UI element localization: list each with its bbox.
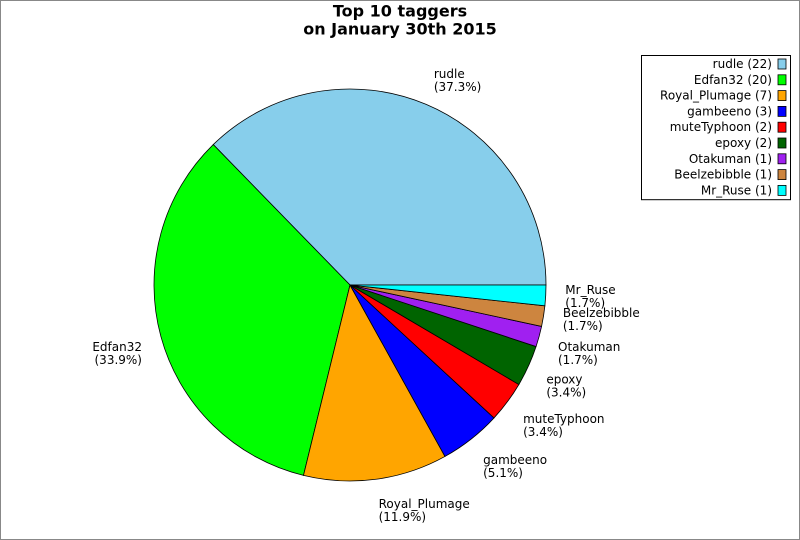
legend-swatch bbox=[777, 121, 787, 133]
legend-box bbox=[641, 55, 791, 201]
legend-swatch bbox=[777, 90, 787, 101]
slice-label: gambeeno bbox=[483, 453, 547, 467]
legend-entry: rudle (22) bbox=[713, 57, 772, 71]
legend-name: rudle bbox=[713, 57, 744, 71]
slice-label: Otakuman bbox=[558, 340, 620, 354]
pie-slice bbox=[153, 144, 351, 476]
legend-value: (7) bbox=[755, 88, 772, 102]
legend-entry: epoxy (2) bbox=[715, 136, 772, 150]
legend-value: (1) bbox=[755, 167, 772, 181]
legend-value: (3) bbox=[755, 104, 772, 118]
slice-percent: (5.1%) bbox=[483, 466, 523, 480]
legend-entry: Edfan32 (20) bbox=[694, 72, 772, 86]
legend-name: Mr_Ruse bbox=[701, 183, 751, 197]
legend-value: (1) bbox=[755, 183, 772, 197]
legend-value: (22) bbox=[747, 57, 772, 71]
chart-title: on January 30th 2015 bbox=[303, 20, 497, 39]
legend-value: (2) bbox=[755, 120, 772, 134]
slice-percent: (33.9%) bbox=[95, 353, 142, 367]
legend-name: Beelzebibble bbox=[674, 167, 751, 181]
slice-percent: (1.7%) bbox=[565, 296, 605, 310]
slice-label: Royal_Plumage bbox=[379, 497, 470, 511]
legend-name: Otakuman bbox=[689, 151, 751, 165]
slice-percent: (3.4%) bbox=[523, 425, 563, 439]
slice-label: Edfan32 bbox=[92, 340, 142, 354]
pie-slice bbox=[303, 283, 446, 482]
legend-value: (2) bbox=[755, 136, 772, 150]
legend-entry: Mr_Ruse (1) bbox=[701, 183, 772, 197]
pie-slice bbox=[349, 284, 547, 307]
legend-entry: Beelzebibble (1) bbox=[674, 167, 772, 181]
legend-name: Royal_Plumage bbox=[660, 88, 751, 102]
pie-slice bbox=[212, 88, 547, 286]
legend-name: muteTyphoon bbox=[670, 120, 751, 134]
legend-swatch bbox=[777, 106, 787, 117]
slice-percent: (37.3%) bbox=[434, 80, 481, 94]
legend-swatch bbox=[777, 74, 787, 86]
legend-swatch bbox=[777, 169, 787, 181]
legend-swatch bbox=[777, 137, 787, 149]
slice-label: Mr_Ruse bbox=[565, 283, 615, 297]
slice-label: rudle bbox=[434, 67, 465, 81]
legend-swatch bbox=[777, 58, 787, 70]
legend-name: epoxy bbox=[715, 136, 751, 150]
legend-entry: gambeeno (3) bbox=[687, 104, 772, 118]
slice-percent: (1.7%) bbox=[563, 319, 603, 333]
legend-value: (1) bbox=[755, 151, 772, 165]
legend-value: (20) bbox=[747, 72, 772, 86]
legend-entry: Royal_Plumage (7) bbox=[660, 88, 772, 102]
slice-label: epoxy bbox=[546, 373, 582, 387]
slice-label: Beelzebibble bbox=[563, 306, 640, 320]
slice-percent: (1.7%) bbox=[558, 353, 598, 367]
legend-name: Edfan32 bbox=[694, 72, 744, 86]
legend-entry: muteTyphoon (2) bbox=[670, 120, 772, 134]
legend-swatch bbox=[777, 184, 787, 196]
slice-percent: (3.4%) bbox=[546, 386, 586, 400]
chart-title: Top 10 taggers bbox=[333, 2, 467, 21]
legend-entry: Otakuman (1) bbox=[689, 151, 772, 165]
slice-percent: (11.9%) bbox=[379, 510, 426, 524]
legend-swatch bbox=[777, 153, 787, 165]
legend-name: gambeeno bbox=[687, 104, 751, 118]
slice-label: muteTyphoon bbox=[523, 412, 604, 426]
